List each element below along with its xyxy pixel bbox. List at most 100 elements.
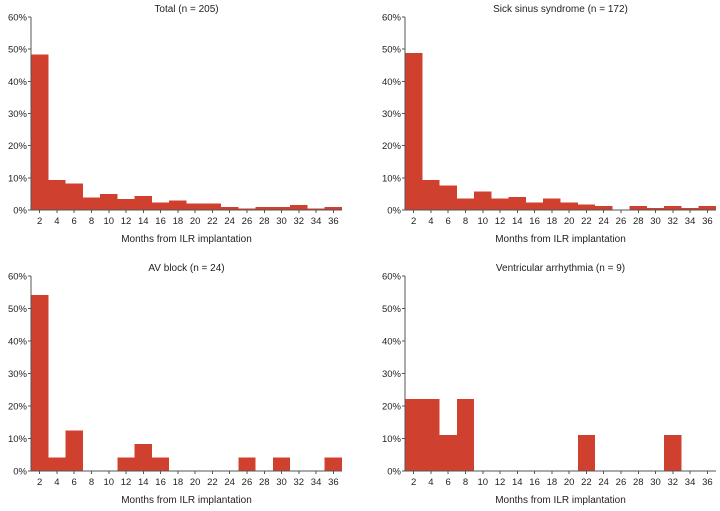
y-tick-label: 20%	[382, 141, 402, 152]
x-tick-label: 32	[668, 216, 679, 227]
bar	[186, 203, 204, 210]
y-tick-label: 0%	[13, 467, 27, 478]
x-tick-label: 36	[328, 477, 339, 488]
bar	[272, 457, 291, 471]
bar	[134, 195, 152, 210]
x-tick-label: 2	[37, 477, 42, 488]
bar	[698, 206, 716, 210]
x-tick-label: 28	[259, 216, 270, 227]
bar	[664, 206, 682, 210]
x-tick-label: 22	[581, 216, 592, 227]
x-tick-label: 20	[564, 216, 575, 227]
x-tick-label: 4	[54, 216, 59, 227]
x-tick-label: 20	[190, 216, 201, 227]
y-tick-label: 40%	[382, 77, 402, 88]
x-tick-label: 34	[685, 477, 696, 488]
bar	[405, 53, 423, 210]
bar	[48, 457, 66, 471]
x-tick-label: 16	[155, 216, 166, 227]
bar	[117, 199, 135, 210]
x-tick-label: 14	[512, 216, 523, 227]
x-tick-label: 16	[155, 477, 166, 488]
x-tick-label: 32	[294, 216, 305, 227]
x-tick-label: 24	[598, 477, 609, 488]
chart-title: Total (n = 205)	[154, 4, 218, 15]
bar	[65, 183, 83, 210]
y-tick-label: 20%	[8, 141, 28, 152]
bar	[31, 294, 49, 471]
x-tick-label: 14	[138, 216, 149, 227]
bar	[456, 198, 475, 210]
bar	[474, 191, 492, 210]
y-tick-label: 50%	[8, 45, 28, 56]
bar	[151, 202, 170, 210]
x-tick-label: 18	[173, 216, 184, 227]
x-tick-label: 30	[276, 477, 287, 488]
y-tick-label: 10%	[382, 173, 402, 184]
x-tick-label: 32	[668, 477, 679, 488]
x-tick-label: 28	[633, 216, 644, 227]
x-tick-label: 22	[207, 216, 218, 227]
bar	[681, 208, 699, 210]
x-axis-label: Months from ILR implantation	[121, 495, 252, 506]
x-tick-label: 10	[477, 216, 488, 227]
bar	[65, 430, 83, 471]
chart-title: Ventricular arrhythmia (n = 9)	[496, 263, 625, 274]
y-tick-label: 10%	[8, 173, 28, 184]
x-tick-label: 34	[311, 216, 322, 227]
bar	[238, 457, 256, 471]
bar	[238, 208, 256, 210]
x-tick-label: 6	[446, 216, 451, 227]
x-tick-label: 12	[495, 477, 506, 488]
bar	[134, 444, 152, 471]
x-tick-label: 2	[37, 216, 42, 227]
x-tick-label: 26	[242, 477, 253, 488]
x-tick-label: 18	[173, 477, 184, 488]
chart-panel-total: Total (n = 205)0%10%20%30%40%50%60%2 4 6 8 1…	[8, 4, 342, 245]
x-axis-label: Months from ILR implantation	[495, 234, 626, 245]
bar	[221, 206, 239, 210]
x-tick-label: 4	[428, 216, 433, 227]
bar	[324, 457, 342, 471]
x-tick-label: 24	[224, 216, 235, 227]
x-tick-label: 20	[190, 477, 201, 488]
chart-title: AV block (n = 24)	[148, 263, 224, 274]
bar	[439, 434, 457, 471]
x-tick-label: 30	[650, 477, 661, 488]
bar	[646, 208, 665, 210]
y-tick-label: 0%	[13, 206, 27, 217]
x-axis-label: Months from ILR implantation	[121, 234, 252, 245]
bar	[577, 434, 596, 471]
chart-panel-av-block: AV block (n = 24)0%10%20%30%40%50%60%2 4 6…	[8, 263, 342, 506]
y-tick-label: 40%	[8, 77, 28, 88]
y-tick-label: 40%	[382, 337, 402, 348]
x-tick-label: 6	[72, 216, 77, 227]
bar	[169, 200, 187, 210]
bar	[307, 208, 325, 210]
x-tick-label: 8	[89, 216, 94, 227]
x-tick-label: 26	[242, 216, 253, 227]
x-tick-label: 12	[495, 216, 506, 227]
x-tick-label: 10	[103, 477, 114, 488]
y-tick-label: 0%	[387, 467, 401, 478]
x-tick-label: 4	[54, 477, 59, 488]
bar	[272, 206, 291, 210]
x-tick-label: 18	[547, 216, 558, 227]
x-tick-label: 28	[259, 477, 270, 488]
x-tick-label: 30	[650, 216, 661, 227]
bar	[290, 205, 308, 210]
x-tick-label: 16	[529, 216, 540, 227]
bar	[664, 434, 682, 471]
y-tick-label: 60%	[382, 272, 402, 283]
y-tick-label: 0%	[387, 206, 401, 217]
x-tick-label: 24	[598, 216, 609, 227]
y-tick-label: 20%	[382, 402, 402, 413]
bar	[629, 206, 647, 210]
y-tick-label: 40%	[8, 337, 28, 348]
bar	[491, 198, 509, 210]
x-tick-label: 32	[294, 477, 305, 488]
x-tick-label: 16	[529, 477, 540, 488]
bar	[117, 457, 135, 471]
x-tick-label: 14	[138, 477, 149, 488]
bar	[543, 198, 561, 210]
